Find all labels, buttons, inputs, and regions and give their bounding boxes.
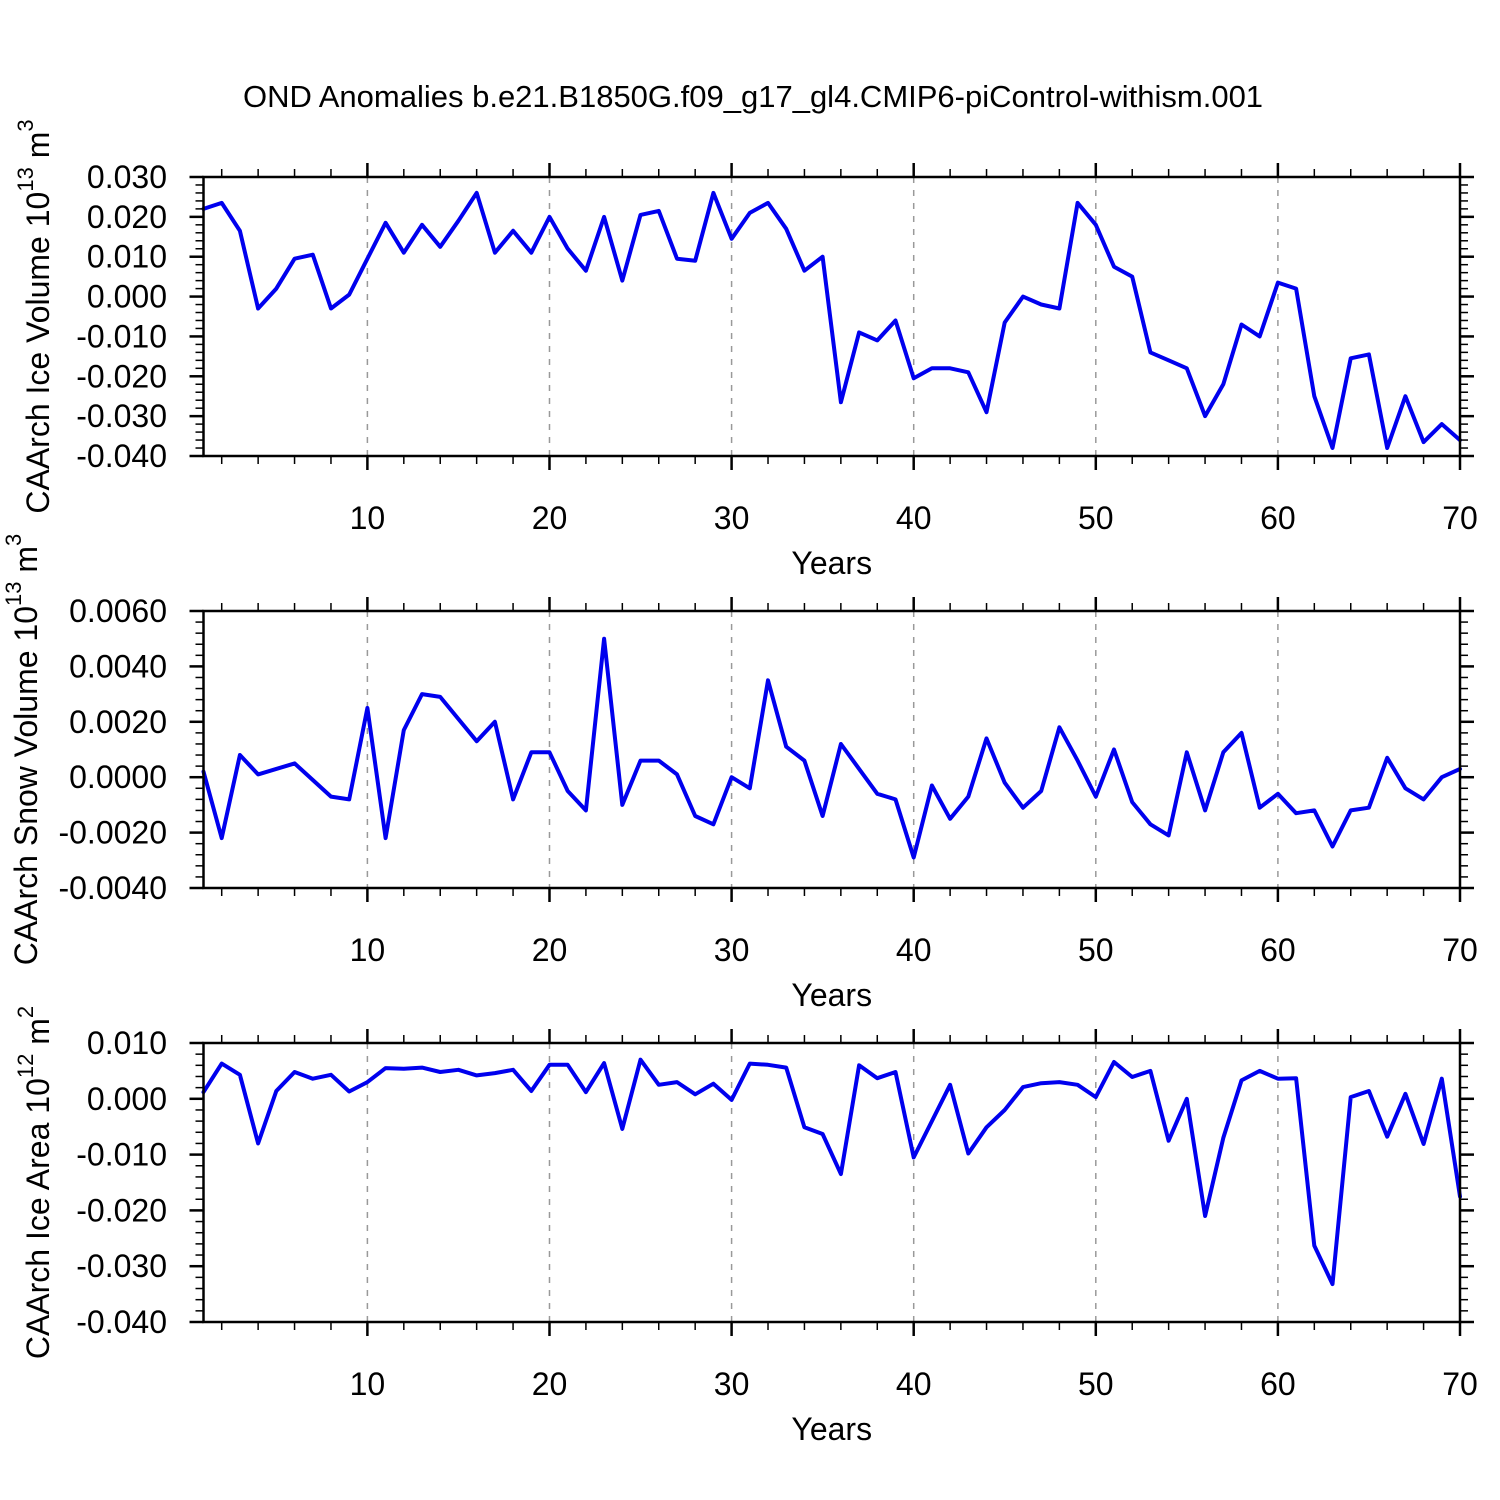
x-tick-label: 10: [350, 500, 386, 536]
x-tick-label: 50: [1078, 1366, 1114, 1402]
x-tick-labels: 10 20 30 40 50 60 70: [350, 932, 1478, 968]
x-major-ticks: [366, 597, 1462, 902]
y-minor-ticks: [195, 621, 1468, 878]
data-line-ice-volume: [201, 190, 1462, 450]
y-tick-label: -0.010: [76, 318, 167, 354]
y-major-ticks: [189, 175, 1474, 458]
y-tick-label: -0.0040: [58, 870, 167, 906]
x-minor-ticks: [220, 603, 1425, 896]
y-tick-label: -0.030: [76, 1248, 167, 1284]
x-tick-label: 20: [532, 1366, 568, 1402]
x-tick-label: 20: [532, 500, 568, 536]
y-tick-labels: 0.0060 0.0040 0.0020 0.0000 -0.0020 -0.0040: [58, 593, 167, 906]
plot-frame: [202, 175, 1462, 458]
y-tick-label: 0.020: [87, 199, 167, 235]
decade-gridlines: [366, 1043, 1279, 1322]
plot-frame: [202, 609, 1462, 890]
x-tick-label: 50: [1078, 932, 1114, 968]
x-axis-title: Years: [791, 545, 872, 581]
y-minor-ticks: [195, 1053, 1468, 1312]
x-minor-ticks: [220, 1035, 1425, 1330]
x-axis-title: Years: [791, 977, 872, 1013]
y-major-ticks: [189, 609, 1474, 890]
y-tick-label: 0.010: [87, 1025, 167, 1061]
x-tick-label: 30: [714, 932, 750, 968]
y-tick-labels: 0.010 0.000 -0.010 -0.020 -0.030 -0.040: [76, 1025, 167, 1340]
x-tick-label: 10: [350, 932, 386, 968]
data-line-snow-volume: [201, 636, 1462, 860]
panel-snow-volume: 0.0060 0.0040 0.0020 0.0000 -0.0020 -0.0040 10…: [1, 534, 1478, 1013]
y-tick-label: 0.0000: [69, 759, 167, 795]
decade-gridlines: [366, 611, 1279, 888]
x-major-ticks: [366, 1029, 1462, 1336]
y-tick-label: 0.030: [87, 159, 167, 195]
x-tick-label: 30: [714, 1366, 750, 1402]
x-tick-label: 20: [532, 932, 568, 968]
x-tick-label: 60: [1260, 932, 1296, 968]
y-major-ticks: [189, 1041, 1474, 1324]
y-tick-labels: 0.030 0.020 0.010 0.000-0.010 -0.020 -0.030 -0…: [76, 159, 167, 474]
y-tick-label: 0.010: [87, 239, 167, 275]
x-tick-label: 40: [896, 932, 932, 968]
y-tick-label: -0.020: [76, 1192, 167, 1228]
x-tick-label: 60: [1260, 500, 1296, 536]
y-tick-label: 0.0020: [69, 704, 167, 740]
x-tick-label: 40: [896, 500, 932, 536]
y-tick-label: 0.0040: [69, 648, 167, 684]
x-minor-ticks: [220, 169, 1425, 464]
x-tick-labels: 10 20 30 40 50 60 70: [350, 500, 1478, 536]
y-tick-label: 0.000: [87, 279, 167, 315]
plot-frame: [202, 1041, 1462, 1324]
y-tick-label: -0.040: [76, 1304, 167, 1340]
y-tick-label: -0.0020: [58, 815, 167, 851]
x-tick-label: 60: [1260, 1366, 1296, 1402]
y-minor-ticks: [195, 184, 1468, 449]
x-tick-label: 70: [1442, 500, 1478, 536]
chart-title: OND Anomalies b.e21.B1850G.f09_g17_gl4.C…: [243, 79, 1263, 114]
y-tick-label: -0.040: [76, 438, 167, 474]
x-tick-label: 10: [350, 1366, 386, 1402]
y-tick-label: -0.010: [76, 1137, 167, 1173]
y-tick-label: 0.000: [87, 1081, 167, 1117]
y-axis-title: CAArch Ice Volume 1013 m3: [13, 119, 57, 513]
y-axis-title: CAArch Ice Area 1012 m2: [13, 1006, 57, 1359]
y-tick-label: -0.030: [76, 398, 167, 434]
y-tick-label: -0.020: [76, 358, 167, 394]
x-tick-label: 50: [1078, 500, 1114, 536]
x-tick-label: 30: [714, 500, 750, 536]
y-tick-label: 0.0060: [69, 593, 167, 629]
x-tick-label: 70: [1442, 1366, 1478, 1402]
x-axis-title: Years: [791, 1411, 872, 1447]
x-major-ticks: [366, 163, 1462, 470]
data-line-ice-area: [201, 1057, 1462, 1287]
x-tick-labels: 10 20 30 40 50 60 70: [350, 1366, 1478, 1402]
x-tick-label: 70: [1442, 932, 1478, 968]
x-tick-label: 40: [896, 1366, 932, 1402]
panel-ice-volume: 0.030 0.020 0.010 0.000-0.010 -0.020 -0.030 -0…: [13, 119, 1478, 581]
y-axis-title: CAArch Snow Volume 1013 m3: [1, 534, 45, 966]
panel-ice-area: 0.010 0.000 -0.010 -0.020 -0.030 -0.040 10 20 30…: [13, 1006, 1478, 1447]
